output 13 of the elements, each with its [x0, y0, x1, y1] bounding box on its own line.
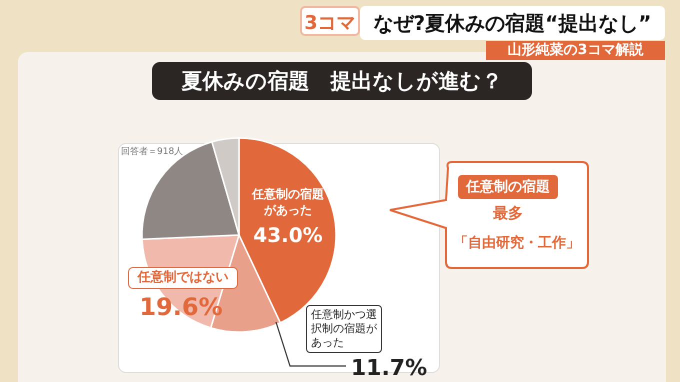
text: 山形純菜の3コマ解説 [486, 41, 665, 60]
chart-title: 夏休みの宿題 提出なしが進む？ [152, 62, 532, 100]
data-label: 43.0% [252, 222, 324, 248]
text: 「自由研究・工作」 [453, 234, 581, 253]
slice-label: 任意制の宿題があった [250, 186, 325, 218]
slice-label: 任意制かつ選択制の宿題があった [306, 305, 382, 353]
data-label: 11.7% [350, 356, 428, 382]
text: なぜ?夏休みの宿題“提出なし” [360, 6, 665, 40]
text: 回答者＝918人 [121, 146, 184, 159]
text: 任意制の宿題 [458, 175, 558, 199]
text: 最多 [492, 203, 524, 224]
text: 3コマ [300, 6, 360, 36]
slice-label: 任意制ではない [128, 267, 238, 289]
